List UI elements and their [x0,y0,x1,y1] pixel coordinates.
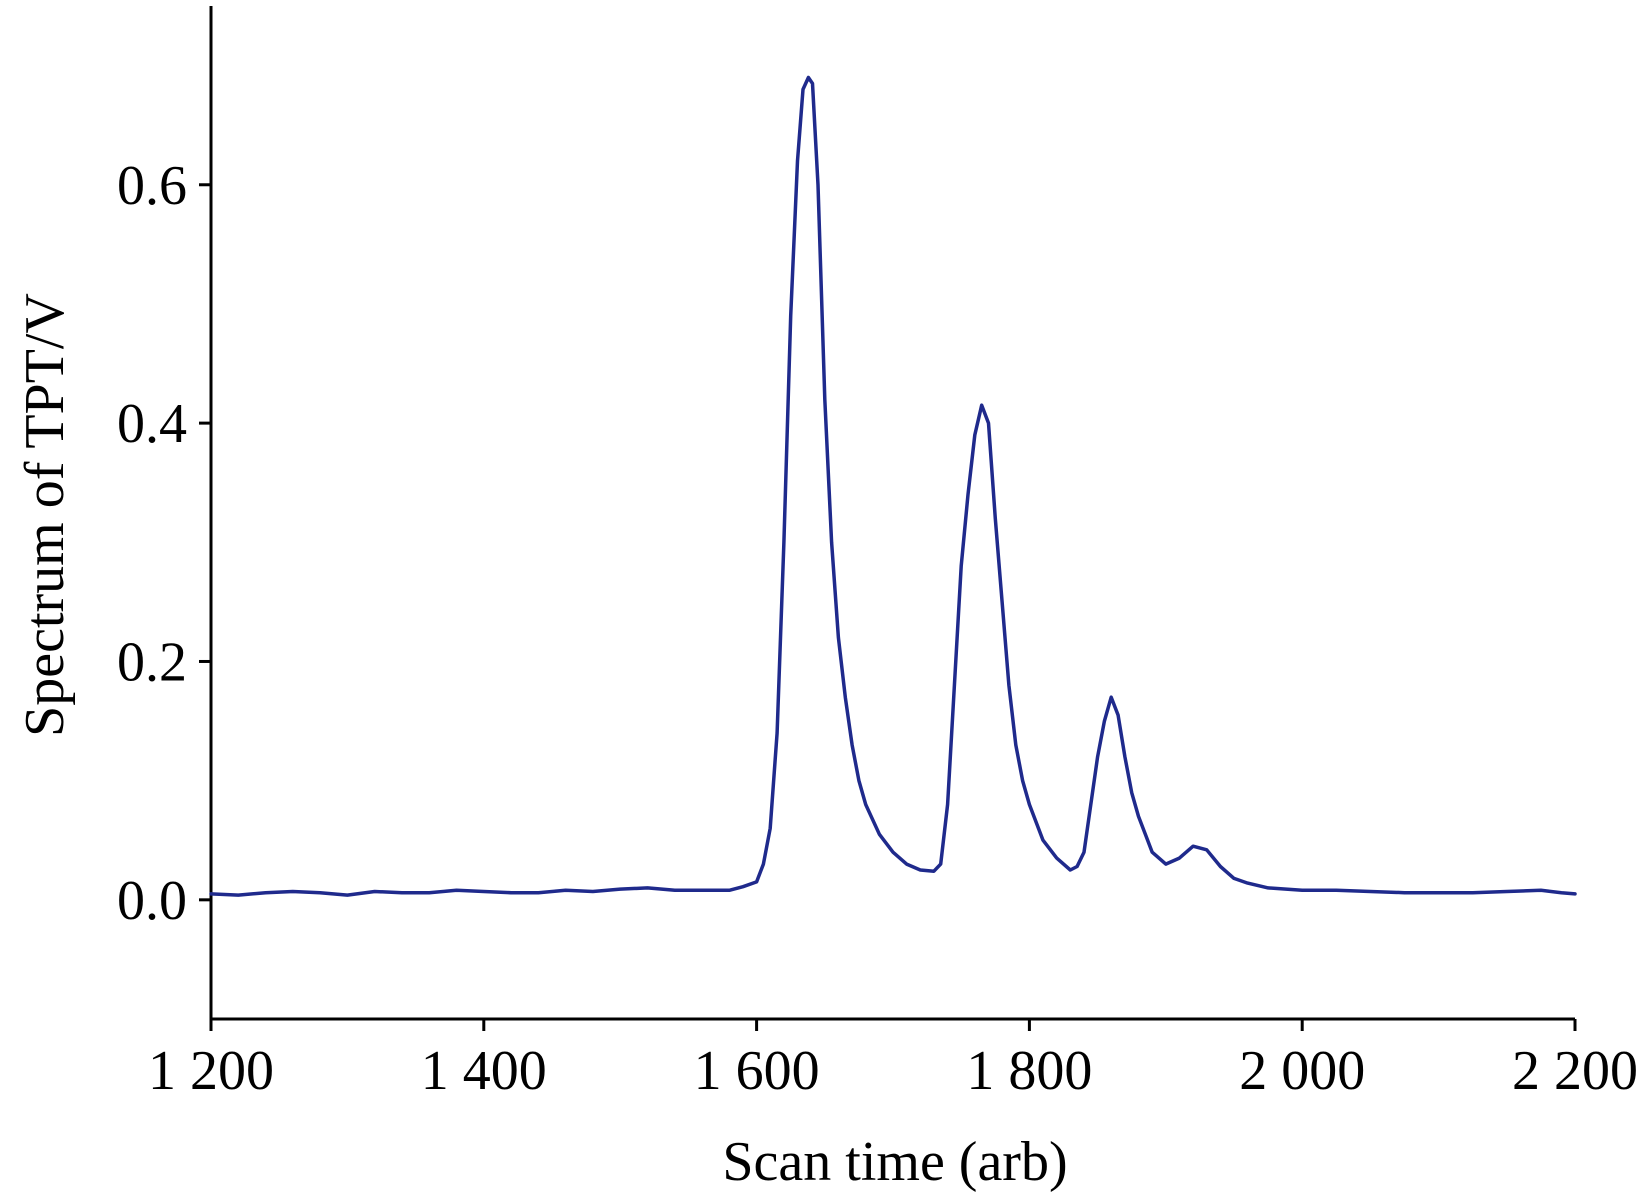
y-tick-label: 0.0 [117,870,187,932]
axes [209,6,1575,1021]
y-axis-label: Spectrum of TPT/V [14,293,76,737]
x-tick-label: 1 800 [966,1040,1092,1102]
series-layer [209,75,1577,897]
y-tick-label: 0.6 [117,155,187,217]
x-tick-label: 2 000 [1239,1040,1365,1102]
y-tick-label: 0.2 [117,631,187,693]
x-axis-ticks: 1 200 1 400 1 600 1 800 2 000 2 200 [148,1019,1638,1102]
series-line [209,75,1577,897]
x-axis-label: Scan time (arb) [722,1131,1067,1193]
x-tick-label: 2 200 [1512,1040,1638,1102]
y-tick-label: 0.4 [117,393,187,455]
y-axis-ticks: 0.0 0.2 0.4 0.6 [117,155,211,932]
x-tick-label: 1 600 [694,1040,820,1102]
x-tick-label: 1 200 [148,1040,274,1102]
x-tick-label: 1 400 [421,1040,547,1102]
